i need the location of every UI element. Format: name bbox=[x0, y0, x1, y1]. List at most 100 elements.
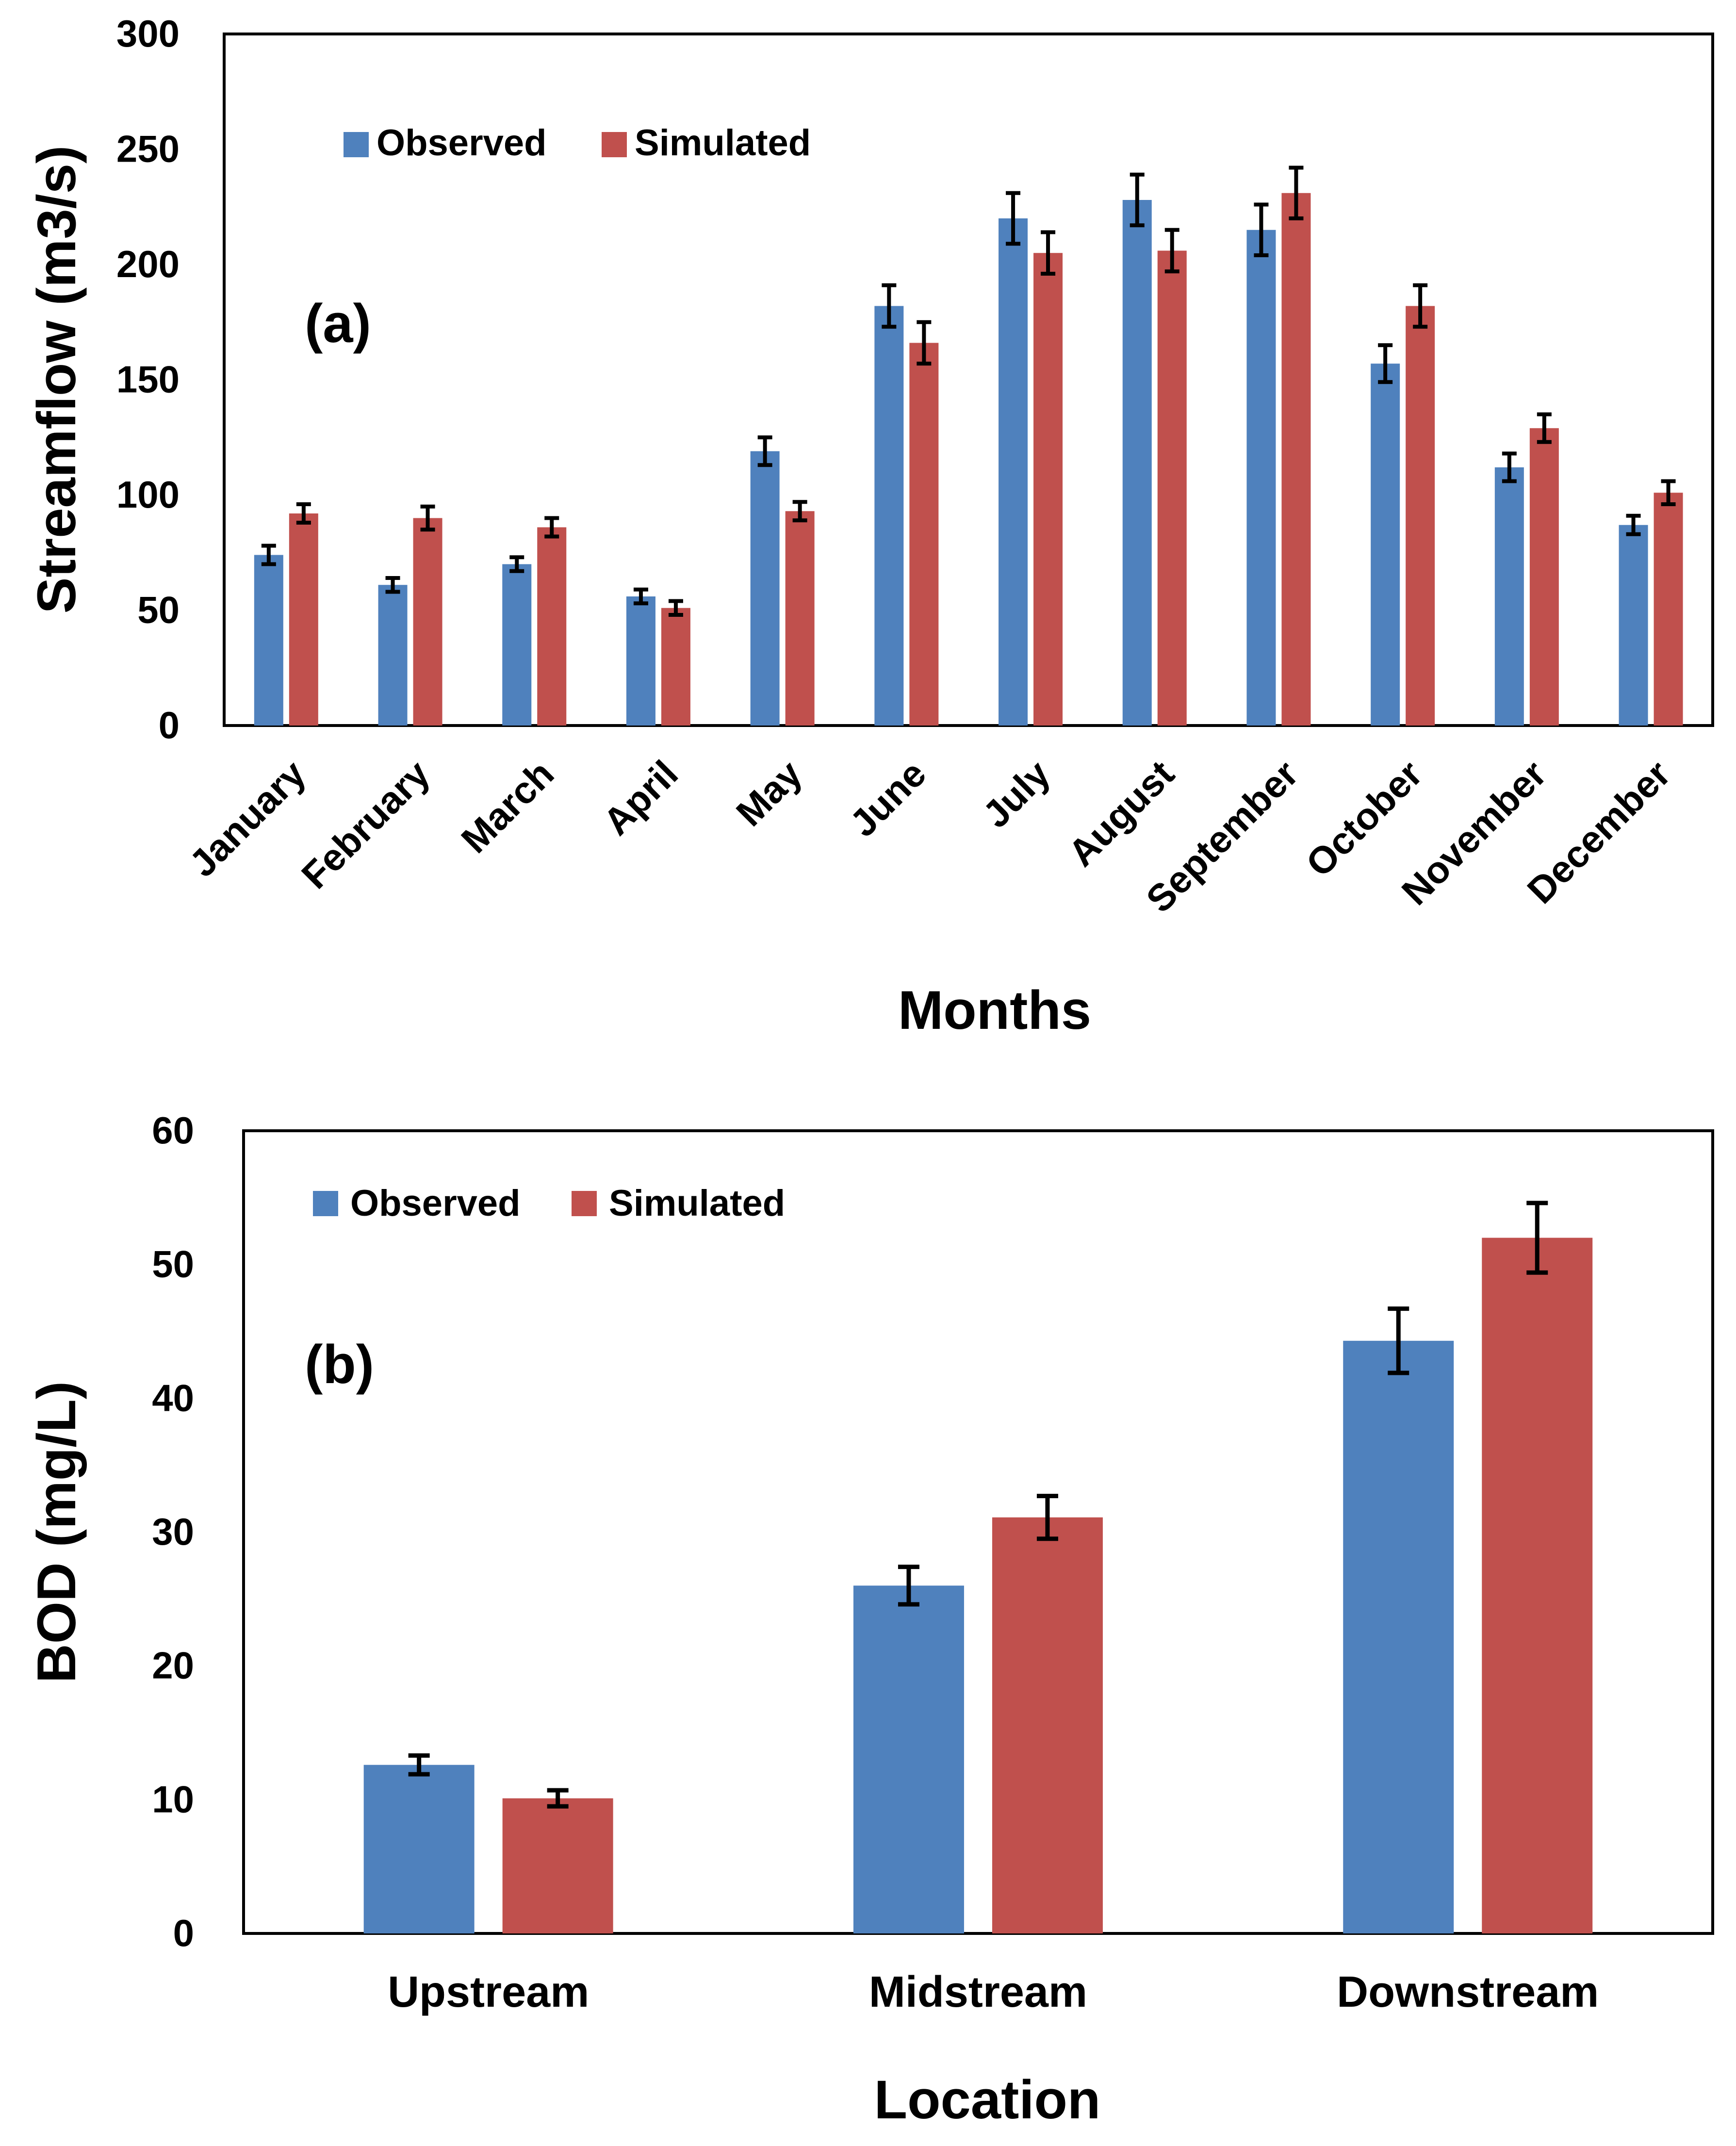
error-bar-simulated-upstream bbox=[547, 1788, 569, 1809]
panel-a-legend-simulated-label: Simulated bbox=[635, 122, 811, 164]
error-bar-simulated-june bbox=[917, 320, 932, 366]
error-bar-observed-october bbox=[1378, 343, 1393, 384]
panel-a-x-tick-label: June bbox=[841, 752, 934, 845]
error-bar-observed-january bbox=[261, 544, 276, 566]
bar-simulated-august bbox=[1157, 250, 1187, 726]
panel-a-y-tick-label: 250 bbox=[116, 128, 180, 170]
panel-b-y-tick-label: 50 bbox=[152, 1243, 194, 1286]
error-bar-observed-april bbox=[633, 587, 648, 606]
panel-b-label: (b) bbox=[305, 1334, 374, 1395]
panel-b-x-tick-label: Midstream bbox=[869, 1968, 1087, 2016]
error-bar-observed-november bbox=[1502, 451, 1517, 483]
error-bar-simulated-august bbox=[1164, 228, 1179, 274]
bar-observed-november bbox=[1494, 467, 1524, 726]
panel-b-x-tick-label: Upstream bbox=[388, 1968, 589, 2016]
panel-b-y-tick-label: 60 bbox=[152, 1109, 194, 1152]
error-bar-observed-december bbox=[1626, 513, 1641, 536]
bar-observed-may bbox=[750, 451, 780, 726]
panel-b-bars bbox=[363, 1201, 1593, 1933]
panel-a-y-tick-label: 300 bbox=[116, 12, 180, 55]
error-bar-simulated-may bbox=[792, 500, 807, 523]
bar-observed-january bbox=[254, 555, 283, 726]
panel-a-legend-observed-label: Observed bbox=[377, 122, 547, 164]
panel-a-y-axis-title: Streamflow (m3/s) bbox=[26, 146, 87, 614]
bar-simulated-may bbox=[785, 511, 815, 726]
panel-a-plot-frame bbox=[223, 33, 1714, 727]
panel-b-bod-chart: 0 10 20 30 40 50 60 Upstream Midstream Downstrea… bbox=[26, 1109, 1714, 2130]
error-bar-simulated-march bbox=[544, 516, 559, 539]
panel-b-x-axis-title: Location bbox=[874, 2069, 1101, 2130]
panel-b-legend-observed-swatch bbox=[313, 1191, 338, 1216]
panel-b-legend-simulated-label: Simulated bbox=[609, 1183, 785, 1224]
panel-a-x-tick-label: October bbox=[1297, 752, 1430, 885]
panel-b-x-tick-label: Downstream bbox=[1337, 1968, 1599, 2016]
bar-observed-upstream bbox=[363, 1765, 475, 1933]
panel-a-legend-simulated-swatch bbox=[602, 132, 627, 157]
panel-a-legend-observed-swatch bbox=[344, 132, 369, 157]
panel-a-x-tick-label: July bbox=[974, 752, 1058, 836]
bar-observed-august bbox=[1122, 200, 1152, 726]
panel-b-plot-frame bbox=[242, 1129, 1714, 1935]
error-bar-simulated-september bbox=[1289, 165, 1304, 220]
bar-simulated-january bbox=[289, 513, 318, 726]
panel-a-legend: Observed Simulated bbox=[344, 122, 811, 164]
bar-simulated-december bbox=[1654, 493, 1683, 726]
bar-simulated-downstream bbox=[1482, 1238, 1593, 1933]
bar-observed-october bbox=[1371, 363, 1400, 726]
bar-simulated-october bbox=[1406, 306, 1435, 726]
panel-a-label: (a) bbox=[305, 293, 371, 354]
error-bar-observed-july bbox=[1006, 191, 1021, 246]
bar-observed-april bbox=[626, 596, 655, 726]
panel-b-legend: Observed Simulated bbox=[313, 1183, 785, 1224]
bar-observed-july bbox=[999, 218, 1028, 726]
panel-b-legend-observed-label: Observed bbox=[350, 1183, 521, 1224]
error-bar-observed-midstream bbox=[898, 1565, 919, 1607]
error-bar-observed-downstream bbox=[1388, 1306, 1409, 1375]
bar-simulated-april bbox=[661, 608, 690, 726]
panel-a-y-ticks: 0 50 100 150 200 250 300 bbox=[116, 12, 180, 746]
bar-simulated-november bbox=[1529, 428, 1559, 726]
panel-b-y-tick-label: 10 bbox=[152, 1778, 194, 1820]
error-bar-simulated-november bbox=[1537, 412, 1552, 444]
panel-b-y-axis-title: BOD (mg/L) bbox=[26, 1381, 87, 1683]
bar-simulated-upstream bbox=[502, 1798, 613, 1933]
error-bar-observed-march bbox=[509, 555, 524, 573]
error-bar-simulated-october bbox=[1413, 283, 1428, 329]
panel-a-x-axis-title: Months bbox=[898, 980, 1091, 1040]
panel-a-y-tick-label: 0 bbox=[159, 704, 180, 746]
bar-observed-december bbox=[1619, 525, 1648, 726]
bar-observed-june bbox=[874, 306, 904, 726]
bar-simulated-september bbox=[1281, 193, 1311, 726]
error-bar-observed-august bbox=[1130, 172, 1145, 228]
error-bar-simulated-april bbox=[668, 599, 683, 617]
panel-b-legend-simulated-swatch bbox=[572, 1191, 597, 1216]
bar-observed-february bbox=[378, 585, 408, 726]
bar-simulated-june bbox=[909, 343, 939, 726]
bar-simulated-february bbox=[413, 518, 442, 726]
bar-simulated-july bbox=[1033, 253, 1063, 726]
bar-observed-march bbox=[502, 564, 532, 726]
panel-a-x-tick-label: May bbox=[728, 752, 810, 835]
error-bar-observed-may bbox=[757, 435, 772, 467]
error-bar-observed-upstream bbox=[408, 1753, 430, 1777]
error-bar-observed-june bbox=[882, 283, 897, 329]
panel-a-y-tick-label: 150 bbox=[116, 358, 180, 401]
panel-a-x-tick-label: March bbox=[453, 752, 562, 861]
error-bar-observed-february bbox=[385, 576, 400, 594]
panel-a-x-tick-label: April bbox=[595, 752, 686, 843]
error-bar-simulated-downstream bbox=[1526, 1201, 1548, 1275]
bar-simulated-march bbox=[537, 527, 567, 726]
panel-a-bars bbox=[254, 165, 1683, 726]
panel-b-y-tick-label: 20 bbox=[152, 1644, 194, 1687]
panel-b-y-tick-label: 30 bbox=[152, 1510, 194, 1553]
error-bar-simulated-january bbox=[296, 502, 311, 525]
error-bar-simulated-december bbox=[1661, 479, 1676, 506]
error-bar-observed-september bbox=[1254, 202, 1269, 257]
panel-b-x-ticks: Upstream Midstream Downstream bbox=[388, 1968, 1599, 2016]
panel-b-y-tick-label: 40 bbox=[152, 1376, 194, 1419]
bar-observed-downstream bbox=[1343, 1340, 1454, 1933]
panel-a-x-tick-label: January bbox=[181, 752, 314, 885]
error-bar-simulated-midstream bbox=[1036, 1494, 1058, 1541]
